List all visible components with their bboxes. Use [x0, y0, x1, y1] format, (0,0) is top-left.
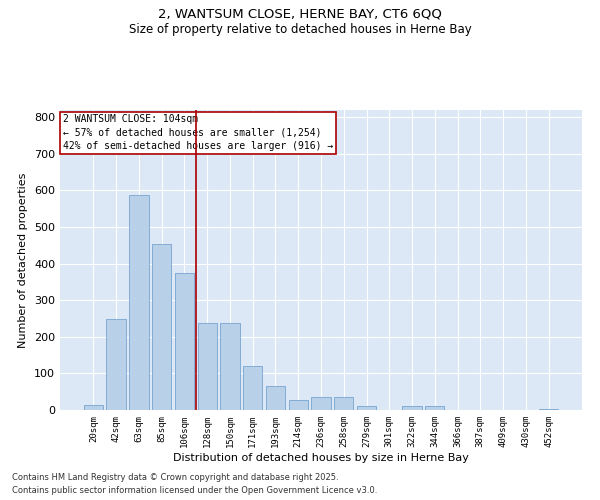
Text: 2 WANTSUM CLOSE: 104sqm
← 57% of detached houses are smaller (1,254)
42% of semi: 2 WANTSUM CLOSE: 104sqm ← 57% of detache…	[62, 114, 333, 151]
Bar	[425, 406, 445, 410]
Bar	[106, 320, 126, 410]
Text: 2, WANTSUM CLOSE, HERNE BAY, CT6 6QQ: 2, WANTSUM CLOSE, HERNE BAY, CT6 6QQ	[158, 8, 442, 20]
Bar	[266, 386, 285, 410]
Bar	[357, 406, 376, 410]
Bar	[129, 195, 149, 410]
Text: Contains public sector information licensed under the Open Government Licence v3: Contains public sector information licen…	[12, 486, 377, 495]
Bar	[289, 400, 308, 410]
Bar	[84, 404, 103, 410]
Bar	[220, 323, 239, 410]
Bar	[311, 397, 331, 410]
Y-axis label: Number of detached properties: Number of detached properties	[19, 172, 28, 348]
Bar	[403, 406, 422, 410]
X-axis label: Distribution of detached houses by size in Herne Bay: Distribution of detached houses by size …	[173, 452, 469, 462]
Bar	[175, 273, 194, 410]
Bar	[243, 366, 262, 410]
Bar	[197, 323, 217, 410]
Bar	[334, 397, 353, 410]
Text: Contains HM Land Registry data © Crown copyright and database right 2025.: Contains HM Land Registry data © Crown c…	[12, 474, 338, 482]
Text: Size of property relative to detached houses in Herne Bay: Size of property relative to detached ho…	[128, 22, 472, 36]
Bar	[152, 244, 172, 410]
